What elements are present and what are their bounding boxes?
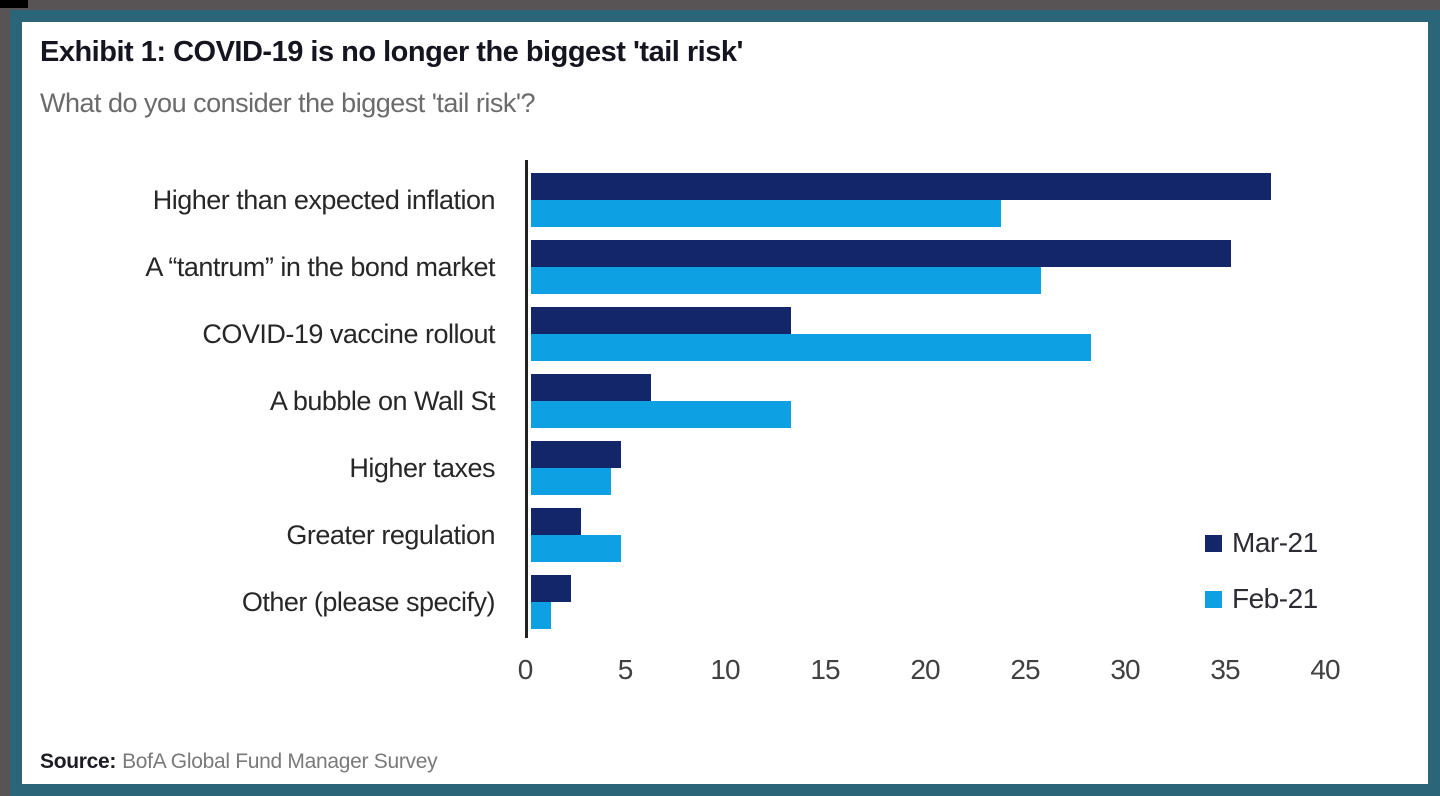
x-tick-label: 30 <box>1110 654 1140 685</box>
chart-title: Exhibit 1: COVID-19 is no longer the big… <box>40 36 743 68</box>
mar-21-bar <box>531 307 791 334</box>
legend-label: Mar-21 <box>1232 527 1318 558</box>
feb-21-bar <box>531 267 1041 294</box>
mar-21-bar <box>531 374 651 401</box>
x-tick-label: 40 <box>1310 654 1340 685</box>
feb-21-bar <box>531 200 1001 227</box>
legend-item: Mar-21 <box>1205 527 1318 559</box>
x-axis-ticks: 0 5 10 15 20 25 30 35 40 <box>518 654 1341 694</box>
x-tick-label: 10 <box>710 654 740 685</box>
category-label: COVID-19 vaccine rollout <box>202 318 495 349</box>
feb-21-bar <box>531 468 611 495</box>
bar-group <box>525 508 1325 562</box>
chart-card: Exhibit 1: COVID-19 is no longer the big… <box>10 10 1440 796</box>
bar-group <box>525 575 1325 629</box>
feb-21-bar <box>531 401 791 428</box>
y-axis-line <box>525 160 528 638</box>
category-label: A bubble on Wall St <box>269 385 496 416</box>
x-tick-label: 25 <box>1010 654 1040 685</box>
x-tick-label: 35 <box>1210 654 1240 685</box>
category-label: Other (please specify) <box>241 586 496 617</box>
mar-21-bar <box>531 575 571 602</box>
chart-rows: Higher than expected inflation A “tantrum… <box>40 173 1325 642</box>
feb-21-legend-swatch <box>1205 590 1222 608</box>
chart-row: Greater regulation <box>40 508 1325 562</box>
chart-row: A “tantrum” in the bond market <box>40 240 1325 294</box>
legend-label: Feb-21 <box>1232 583 1318 614</box>
chart-legend: Mar-21 Feb-21 <box>1205 527 1318 639</box>
bar-group <box>525 307 1325 361</box>
chart-subtitle: What do you consider the biggest 'tail r… <box>40 88 536 118</box>
bar-group <box>525 173 1325 227</box>
chart-row: A bubble on Wall St <box>40 374 1325 428</box>
mar-21-bar <box>531 441 621 468</box>
source-text: BofA Global Fund Manager Survey <box>122 750 438 773</box>
mar-21-bar <box>531 508 581 535</box>
source-line: Source: BofA Global Fund Manager Survey <box>40 750 438 774</box>
chart-row: Other (please specify) <box>40 575 1325 629</box>
feb-21-bar <box>531 535 621 562</box>
feb-21-bar <box>531 334 1091 361</box>
chart-row: COVID-19 vaccine rollout <box>40 307 1325 361</box>
category-label: Greater regulation <box>286 519 495 550</box>
mar-21-legend-swatch <box>1205 534 1222 552</box>
x-tick-label: 15 <box>810 654 840 685</box>
bar-group <box>525 374 1325 428</box>
category-label: Higher taxes <box>349 452 495 483</box>
source-label: Source: <box>40 750 117 773</box>
category-label: Higher than expected inflation <box>152 184 496 215</box>
feb-21-bar <box>531 602 551 629</box>
x-tick-label: 20 <box>910 654 940 685</box>
bar-group <box>525 441 1325 495</box>
legend-item: Feb-21 <box>1205 583 1318 615</box>
x-tick-label: 0 <box>517 654 534 685</box>
chart-row: Higher than expected inflation <box>40 173 1325 227</box>
mar-21-bar <box>531 240 1231 267</box>
category-label: A “tantrum” in the bond market <box>145 251 495 282</box>
chart-row: Higher taxes <box>40 441 1325 495</box>
bar-group <box>525 240 1325 294</box>
mar-21-bar <box>531 173 1271 200</box>
top-edge-strip <box>0 0 28 8</box>
x-tick-label: 5 <box>617 654 634 685</box>
